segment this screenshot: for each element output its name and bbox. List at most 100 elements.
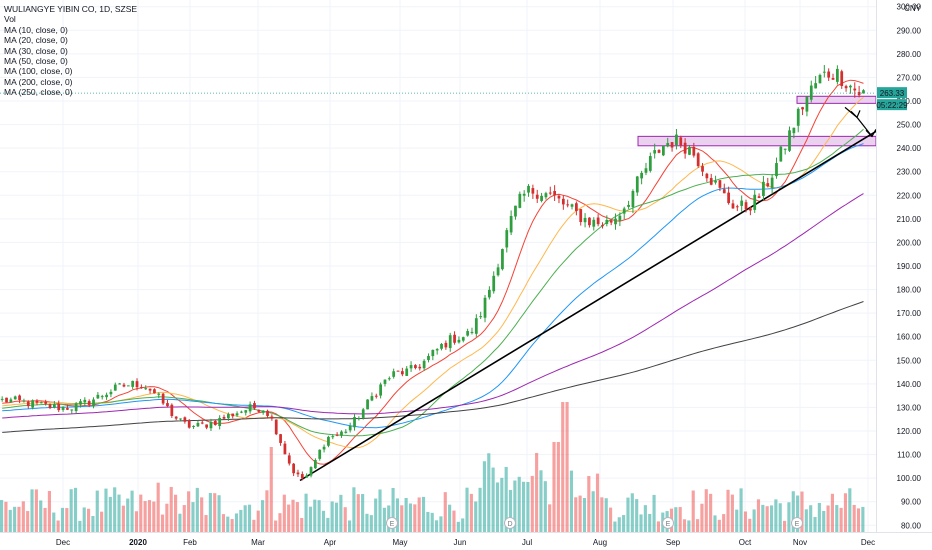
candle-body	[644, 168, 648, 173]
event-marker[interactable]: D	[504, 517, 516, 529]
candle	[122, 382, 126, 388]
ma30-line	[2, 128, 864, 437]
volume-bar	[287, 504, 291, 532]
candle-body	[166, 403, 169, 407]
volume-bar	[52, 512, 56, 532]
candle	[248, 401, 252, 414]
indicator-ma10[interactable]: MA (10, close, 0)	[4, 24, 68, 35]
candle-body	[344, 431, 348, 433]
candle-body	[722, 189, 726, 194]
volume-bar	[330, 501, 334, 532]
indicator-ma50[interactable]: MA (50, close, 0)	[4, 56, 68, 67]
candle	[579, 208, 583, 226]
candle	[348, 422, 352, 433]
candle-body	[714, 180, 717, 183]
volume-bar	[817, 502, 821, 532]
candle	[561, 195, 565, 210]
candle	[157, 392, 161, 399]
volume-bar	[239, 509, 243, 532]
volume-bar	[722, 514, 726, 532]
candle-body	[348, 425, 352, 431]
candle-body	[453, 334, 456, 343]
candle	[100, 394, 104, 400]
candle	[379, 382, 382, 399]
ma100-line	[2, 193, 864, 419]
candle	[548, 186, 552, 196]
event-marker[interactable]: E	[791, 517, 803, 529]
candle	[257, 409, 261, 413]
volume-bar	[30, 489, 34, 532]
candle	[553, 185, 556, 201]
candle	[92, 397, 95, 409]
candle-body	[666, 143, 670, 147]
candle-body	[740, 200, 744, 206]
currency-label: CNY	[904, 4, 922, 13]
price-tick-label: 120.00	[897, 427, 922, 436]
candle-body	[518, 193, 522, 208]
volume-bar	[513, 480, 517, 532]
countdown-badge	[877, 99, 907, 111]
candle-body	[274, 419, 278, 435]
volume-bar	[835, 505, 839, 532]
time-tick-label: Nov	[793, 538, 807, 547]
candle-body	[535, 194, 539, 199]
chart-title: WULIANGYE YIBIN CO, 1D, SZSE	[4, 4, 138, 14]
candle	[222, 414, 226, 420]
candle-body	[775, 163, 778, 177]
candle	[87, 399, 91, 408]
candle	[688, 144, 691, 156]
volume-bar	[400, 505, 404, 532]
candle	[796, 107, 800, 133]
indicator-ma30[interactable]: MA (30, close, 0)	[4, 45, 68, 56]
event-marker[interactable]: E	[386, 517, 398, 529]
volume-bar	[408, 503, 413, 532]
candle	[9, 397, 13, 403]
volume-bar	[43, 507, 47, 532]
indicator-ma200[interactable]: MA (200, close, 0)	[4, 76, 73, 87]
price-tick-label: 200.00	[897, 238, 922, 247]
candle-body	[57, 403, 61, 411]
indicator-ma250[interactable]: MA (250, close, 0)	[4, 87, 73, 98]
candle	[744, 199, 748, 213]
candle	[26, 400, 30, 409]
candle	[792, 127, 796, 139]
candle	[109, 389, 113, 398]
indicator-ma20[interactable]: MA (20, close, 0)	[4, 35, 68, 46]
candle-body	[753, 194, 757, 210]
volume-bar	[508, 489, 513, 532]
candle	[827, 68, 831, 81]
candle-body	[92, 399, 95, 407]
candle	[61, 406, 65, 412]
event-marker-circle	[662, 517, 674, 529]
candle	[644, 162, 648, 176]
candle-body	[374, 395, 378, 397]
event-marker-label: E	[390, 521, 395, 528]
candle	[466, 328, 469, 337]
price-axis: 300.00 290.00 280.00 270.00 260.00 250.00 240.…	[876, 0, 932, 550]
price-tick-label: 250.00	[897, 121, 922, 130]
volume-bar	[617, 517, 621, 532]
volume-bar	[269, 447, 273, 532]
candle-body	[44, 401, 48, 404]
candle	[327, 435, 330, 448]
candle	[244, 410, 248, 416]
indicator-ma100[interactable]: MA (100, close, 0)	[4, 66, 73, 77]
candle	[822, 65, 826, 78]
candle	[501, 248, 504, 271]
time-tick-label: Dec	[861, 538, 875, 547]
candle	[740, 195, 744, 212]
volume-bar	[187, 491, 191, 532]
volume-bar	[591, 491, 595, 532]
candle-body	[818, 74, 822, 84]
volume-bar	[539, 470, 543, 532]
volume-bar	[65, 508, 69, 532]
volume-bar	[8, 509, 12, 532]
candle	[322, 444, 326, 453]
candle-body	[9, 399, 13, 403]
candle-body	[735, 206, 739, 208]
candle-body	[627, 204, 630, 207]
volume-bar	[226, 516, 230, 532]
candle	[39, 401, 43, 404]
event-marker[interactable]: E	[662, 517, 674, 529]
